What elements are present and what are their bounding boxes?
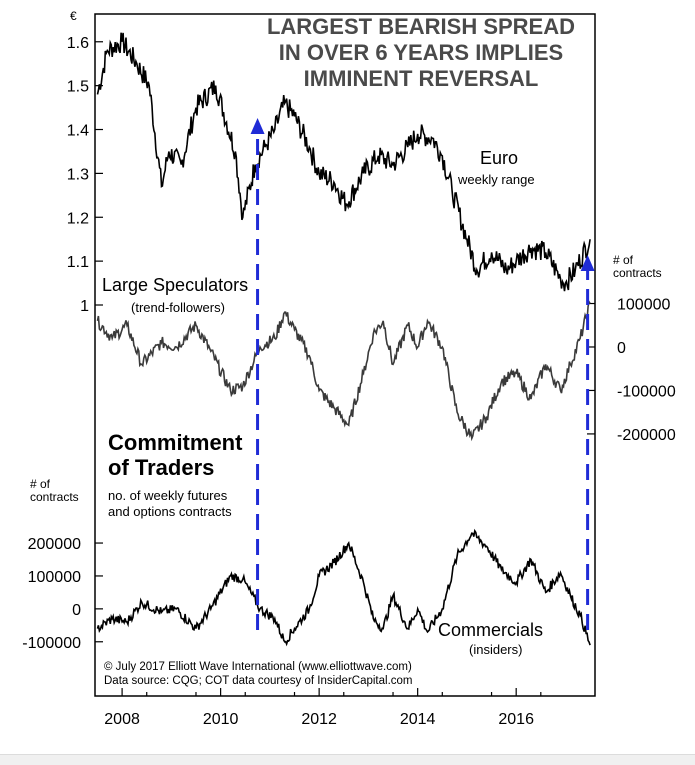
comm-tick-label: 0: [72, 602, 81, 619]
euro-label: Euro: [480, 148, 519, 168]
x-tick-label: 2016: [498, 711, 534, 728]
cot-subheading-line2: and options contracts: [108, 504, 232, 519]
title-line-1: LARGEST BEARISH SPREAD: [266, 14, 576, 39]
comm-tick-label: -100000: [22, 635, 81, 652]
euro-tick-label: 1.2: [67, 210, 89, 227]
left-axis-unit-line1: # of: [30, 477, 51, 491]
euro-tick-label: 1.4: [67, 123, 89, 140]
comm-series-line: [96, 528, 591, 647]
credit-line-2: Data source: CQG; COT data courtesy of I…: [104, 675, 413, 687]
title-line-3: IMMINENT REVERSAL: [303, 66, 539, 91]
cot-heading: Commitment of Traders: [108, 430, 242, 480]
x-ticks: 2008 2010 2012 2014 2016: [104, 688, 542, 728]
euro-y-ticks: 1.6 1.5 1.4 1.3 1.2 1.1 1: [67, 35, 103, 315]
spec-tick-label: -200000: [617, 427, 676, 444]
spec-series-line: [96, 300, 591, 442]
spec-sublabel: (trend-followers): [131, 300, 225, 315]
euro-tick-label: 1.1: [67, 254, 89, 271]
euro-sublabel: weekly range: [458, 172, 535, 187]
bottom-bar: [0, 754, 695, 765]
spec-tick-label: 0: [617, 340, 626, 357]
euro-axis-unit: €: [70, 9, 77, 23]
euro-series-line: [96, 32, 591, 292]
cot-heading-line1: Commitment: [108, 430, 243, 455]
spec-tick-label: -100000: [617, 383, 676, 400]
x-tick-label: 2012: [301, 711, 337, 728]
comm-tick-label: 200000: [28, 536, 81, 553]
left-axis-unit-line2: contracts: [30, 490, 79, 504]
right-axis-unit-line1: # of: [613, 253, 634, 267]
euro-tick-label: 1.3: [67, 166, 89, 183]
comm-y-ticks: 200000 100000 0 -100000: [22, 536, 103, 652]
right-axis-unit: # of contracts: [613, 254, 662, 280]
credit-line-1: © July 2017 Elliott Wave International (…: [104, 661, 412, 673]
plot-frame: [94, 13, 596, 697]
reversal-arrow-head-2: [580, 255, 595, 271]
comm-label: Commercials: [438, 620, 544, 640]
spec-label: Large Speculators: [102, 275, 249, 295]
cot-subheading: no. of weekly futures and options contra…: [108, 488, 232, 520]
cot-heading-line2: of Traders: [108, 455, 215, 480]
credit-block: © July 2017 Elliott Wave International (…: [104, 660, 413, 688]
x-tick-label: 2014: [400, 711, 436, 728]
x-tick-label: 2010: [203, 711, 239, 728]
x-tick-label: 2008: [104, 711, 140, 728]
comm-sublabel: (insiders): [469, 642, 523, 657]
chart-title: LARGEST BEARISH SPREAD IN OVER 6 YEARS I…: [246, 14, 596, 92]
comm-tick-label: 100000: [28, 569, 81, 586]
left-axis-unit: # of contracts: [30, 478, 79, 504]
title-line-2: IN OVER 6 YEARS IMPLIES: [278, 40, 564, 65]
euro-tick-label: 1.6: [67, 35, 89, 52]
right-axis-unit-line2: contracts: [613, 266, 662, 280]
spec-y-ticks: 100000 0 -100000 -200000: [587, 297, 676, 444]
reversal-arrow-head-1: [250, 118, 265, 134]
spec-tick-label: 100000: [617, 297, 670, 314]
euro-tick-label: 1.5: [67, 79, 89, 96]
euro-tick-label: 1: [80, 298, 89, 315]
reversal-arrows: [250, 118, 595, 630]
cot-subheading-line1: no. of weekly futures: [108, 488, 228, 503]
